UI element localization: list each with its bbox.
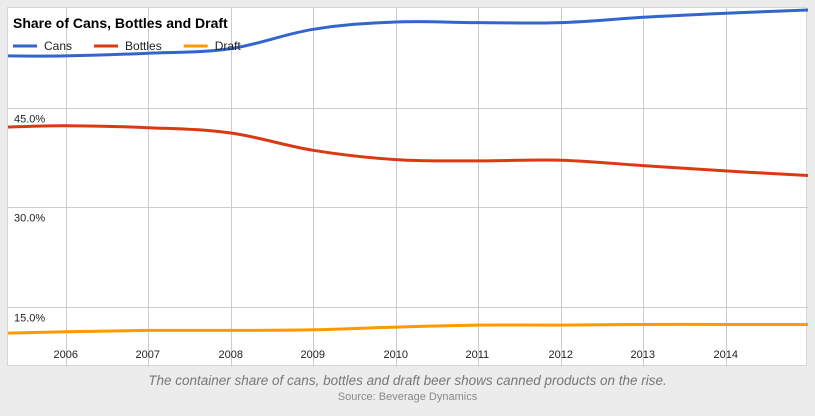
legend-label-bottles: Bottles bbox=[125, 39, 162, 53]
line-chart: 2006 2007 2008 2009 2010 2011 2012 2013 2014 15.0… bbox=[8, 8, 808, 367]
x-tick-label: 2009 bbox=[301, 349, 325, 361]
caption: The container share of cans, bottles and… bbox=[0, 372, 815, 404]
x-tick-label: 2014 bbox=[714, 349, 738, 361]
x-tick-label: 2006 bbox=[54, 349, 78, 361]
x-tick-label: 2010 bbox=[384, 349, 408, 361]
chart-panel: 2006 2007 2008 2009 2010 2011 2012 2013 2014 15.0… bbox=[7, 7, 808, 367]
series-line-bottles bbox=[8, 124, 808, 177]
x-tick-label: 2008 bbox=[219, 349, 243, 361]
x-tick-label: 2011 bbox=[466, 349, 490, 361]
series-line-cans bbox=[8, 8, 808, 58]
legend: Cans Bottles Draft bbox=[13, 39, 241, 53]
tick-labels: 2006 2007 2008 2009 2010 2011 2012 2013 2014 15.0… bbox=[14, 114, 738, 362]
caption-source: Source: Beverage Dynamics bbox=[337, 391, 478, 403]
legend-label-cans: Cans bbox=[44, 39, 72, 53]
legend-label-draft: Draft bbox=[215, 39, 242, 53]
series-lines bbox=[8, 8, 808, 335]
grid-layer bbox=[8, 8, 808, 367]
series-line-draft bbox=[8, 322, 808, 335]
x-tick-label: 2013 bbox=[631, 349, 655, 361]
chart-title: Share of Cans, Bottles and Draft bbox=[13, 15, 228, 31]
y-tick-label: 30.0% bbox=[14, 213, 45, 225]
x-tick-label: 2007 bbox=[136, 349, 160, 361]
caption-text: The container share of cans, bottles and… bbox=[148, 373, 667, 388]
y-tick-label: 45.0% bbox=[14, 114, 45, 126]
y-tick-label: 15.0% bbox=[14, 313, 45, 325]
x-tick-label: 2012 bbox=[549, 349, 573, 361]
